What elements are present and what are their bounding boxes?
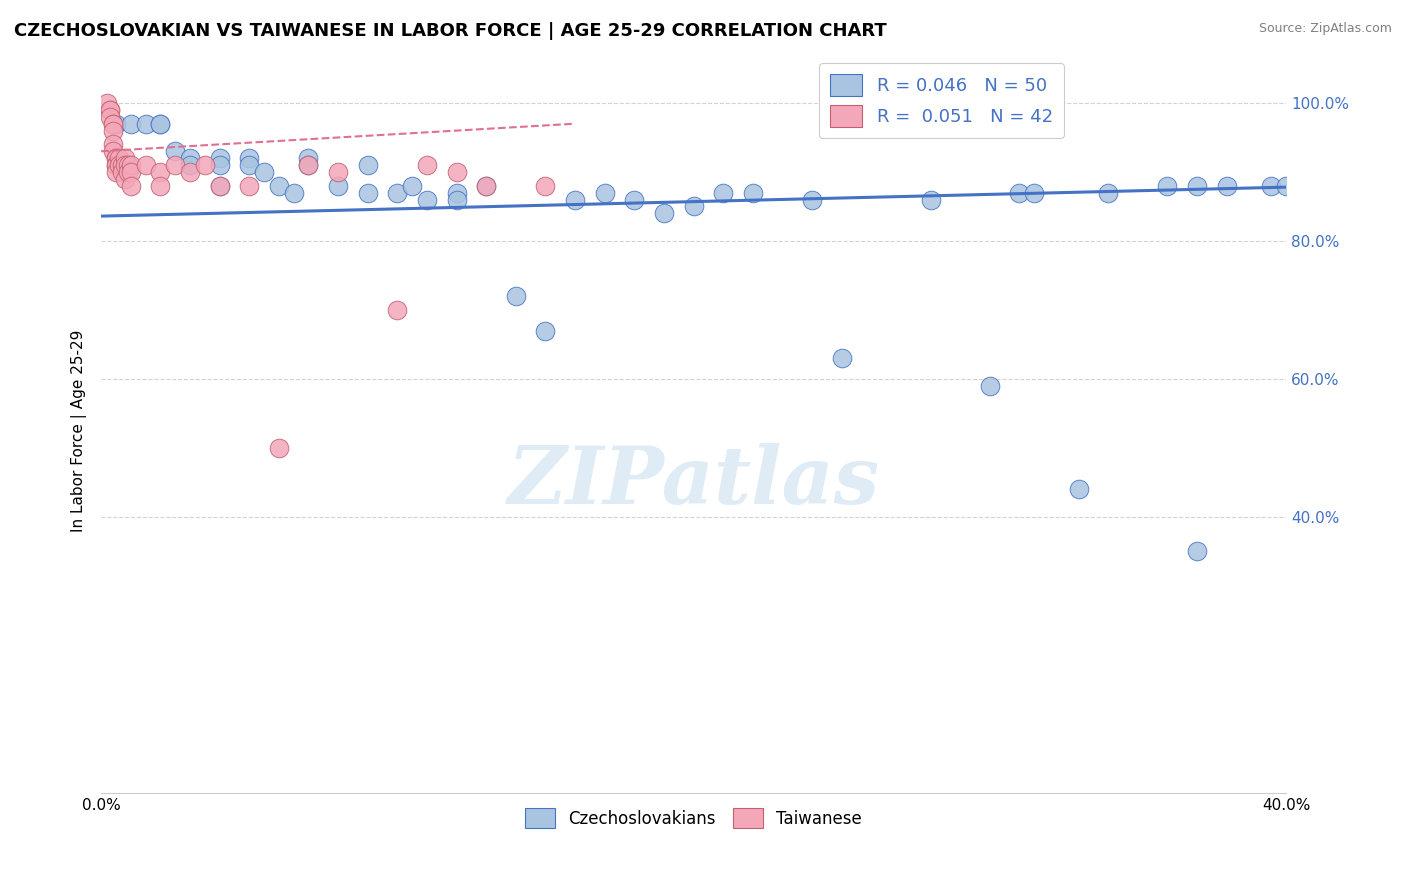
Point — [114, 172, 136, 186]
Point — [534, 178, 557, 193]
Point — [104, 158, 127, 172]
Point — [117, 158, 139, 172]
Point — [104, 158, 127, 172]
Point — [711, 186, 734, 200]
Y-axis label: In Labor Force | Age 25-29: In Labor Force | Age 25-29 — [72, 329, 87, 532]
Point — [1185, 178, 1208, 193]
Point — [149, 117, 172, 131]
Point — [108, 158, 131, 172]
Point — [297, 158, 319, 172]
Point — [208, 178, 231, 193]
Text: ZIPatlas: ZIPatlas — [508, 442, 880, 520]
Point — [179, 165, 201, 179]
Point — [1008, 186, 1031, 200]
Point — [416, 158, 439, 172]
Point — [104, 151, 127, 165]
Point — [179, 158, 201, 172]
Point — [165, 158, 187, 172]
Point — [149, 178, 172, 193]
Point — [194, 158, 217, 172]
Point — [120, 165, 142, 179]
Point — [1024, 186, 1046, 200]
Point — [111, 158, 134, 172]
Point — [101, 123, 124, 137]
Point — [326, 165, 349, 179]
Point — [446, 186, 468, 200]
Point — [357, 158, 380, 172]
Point — [98, 103, 121, 117]
Point — [387, 302, 409, 317]
Point — [920, 193, 942, 207]
Point — [1067, 482, 1090, 496]
Point — [357, 186, 380, 200]
Point — [1215, 178, 1237, 193]
Point — [238, 158, 260, 172]
Point — [238, 178, 260, 193]
Point — [979, 378, 1001, 392]
Point — [652, 206, 675, 220]
Point — [1275, 178, 1298, 193]
Point — [179, 151, 201, 165]
Point — [475, 178, 498, 193]
Point — [98, 110, 121, 124]
Point — [387, 186, 409, 200]
Point — [165, 145, 187, 159]
Point — [446, 193, 468, 207]
Point — [208, 178, 231, 193]
Text: Source: ZipAtlas.com: Source: ZipAtlas.com — [1258, 22, 1392, 36]
Point — [135, 158, 157, 172]
Point — [104, 165, 127, 179]
Point — [120, 158, 142, 172]
Point — [149, 117, 172, 131]
Point — [283, 186, 305, 200]
Point — [238, 151, 260, 165]
Point — [253, 165, 276, 179]
Point — [297, 158, 319, 172]
Point — [267, 441, 290, 455]
Point — [297, 151, 319, 165]
Point — [475, 178, 498, 193]
Point — [96, 95, 118, 110]
Point — [505, 289, 527, 303]
Point — [208, 158, 231, 172]
Point — [446, 165, 468, 179]
Point — [120, 117, 142, 131]
Point — [401, 178, 423, 193]
Point — [267, 178, 290, 193]
Point — [135, 117, 157, 131]
Point — [101, 137, 124, 152]
Point — [1260, 178, 1282, 193]
Point — [564, 193, 586, 207]
Point — [101, 117, 124, 131]
Point — [326, 178, 349, 193]
Point — [120, 178, 142, 193]
Point — [114, 158, 136, 172]
Point — [593, 186, 616, 200]
Point — [108, 151, 131, 165]
Point — [117, 165, 139, 179]
Point — [149, 165, 172, 179]
Legend: Czechoslovakians, Taiwanese: Czechoslovakians, Taiwanese — [519, 801, 869, 835]
Point — [208, 151, 231, 165]
Text: CZECHOSLOVAKIAN VS TAIWANESE IN LABOR FORCE | AGE 25-29 CORRELATION CHART: CZECHOSLOVAKIAN VS TAIWANESE IN LABOR FO… — [14, 22, 887, 40]
Point — [98, 103, 121, 117]
Point — [101, 117, 124, 131]
Point — [104, 117, 127, 131]
Point — [801, 193, 824, 207]
Point — [111, 165, 134, 179]
Point — [623, 193, 645, 207]
Point — [101, 145, 124, 159]
Point — [831, 351, 853, 366]
Point — [104, 151, 127, 165]
Point — [534, 324, 557, 338]
Point — [1156, 178, 1178, 193]
Point — [1185, 544, 1208, 558]
Point — [741, 186, 763, 200]
Point — [114, 151, 136, 165]
Point — [1097, 186, 1119, 200]
Point — [416, 193, 439, 207]
Point — [682, 199, 704, 213]
